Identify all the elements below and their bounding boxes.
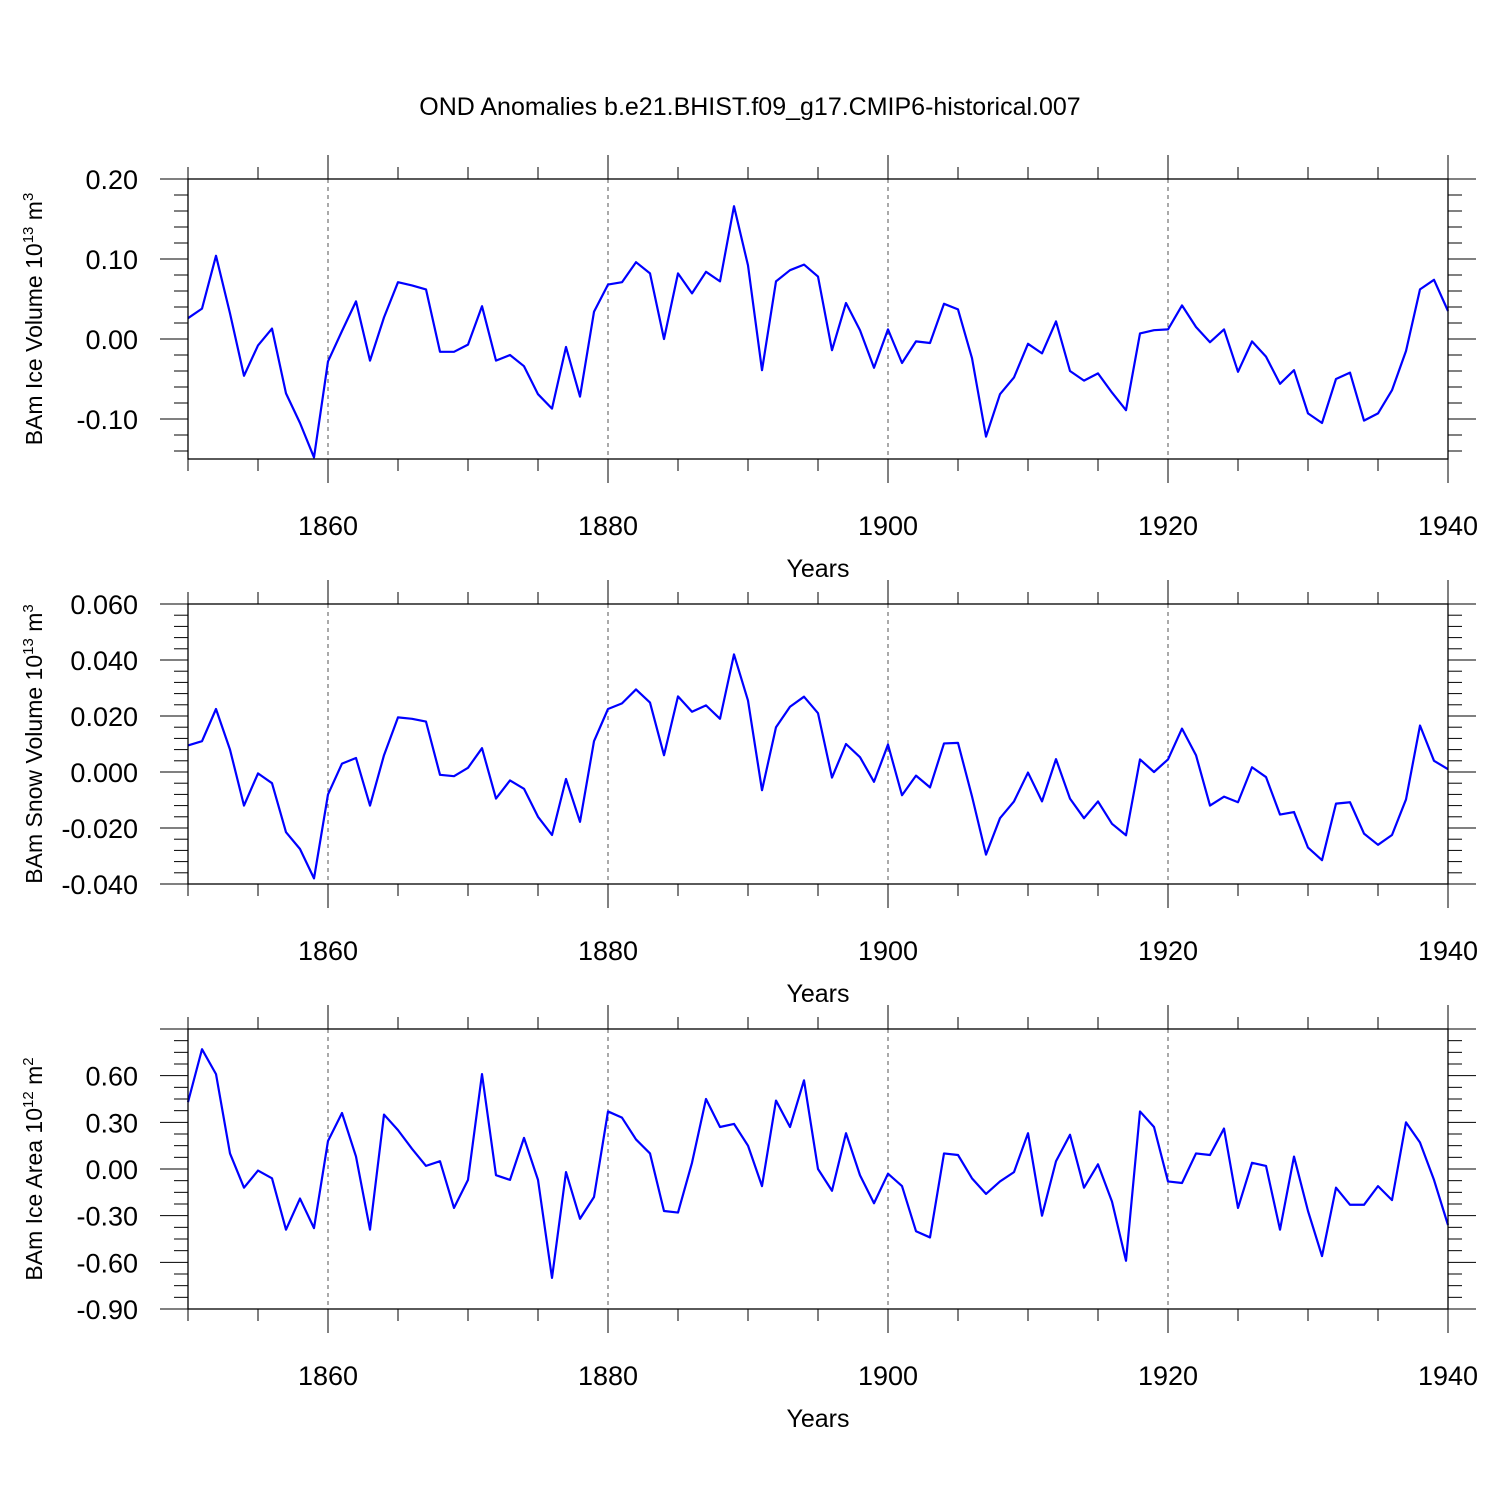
panels: -0.10 0.00 0.10 0.20 1860 1880 1900 1920 1940 Yea… — [20, 155, 1478, 1433]
y-tick-label: 0.30 — [85, 1108, 138, 1138]
chart-panel-2: -0.040 -0.020 0.000 0.020 0.040 0.060 1860 1880… — [20, 580, 1478, 1008]
y-tick-label: -0.30 — [76, 1202, 138, 1232]
plot-frame — [187, 603, 1449, 885]
x-tick-label: 1920 — [1138, 1361, 1198, 1391]
x-tick-label: 1940 — [1418, 936, 1478, 966]
y-tick-label: 0.020 — [70, 702, 138, 732]
y-tick-label: -0.90 — [76, 1295, 138, 1325]
x-tick-label: 1880 — [578, 936, 638, 966]
plot-frame — [187, 178, 1449, 460]
x-tick-label: 1920 — [1138, 511, 1198, 541]
x-tick-label: 1860 — [298, 511, 358, 541]
x-tick-label: 1860 — [298, 936, 358, 966]
figure-title: OND Anomalies b.e21.BHIST.f09_g17.CMIP6-… — [419, 93, 1080, 121]
y-axis-label-exp2: 2 — [20, 1057, 37, 1065]
y-axis-label-exp1: 13 — [20, 227, 37, 244]
y-tick-label: 0.10 — [85, 245, 138, 275]
y-tick-label: 0.60 — [85, 1062, 138, 1092]
x-tick-label: 1900 — [858, 1361, 918, 1391]
y-tick-label: -0.040 — [61, 870, 138, 900]
y-tick-label: -0.020 — [61, 814, 138, 844]
y-tick-label: 0.060 — [70, 590, 138, 620]
chart-panel-1: -0.10 0.00 0.10 0.20 1860 1880 1900 1920 1940 Yea… — [20, 155, 1478, 583]
x-tick-label: 1940 — [1418, 511, 1478, 541]
series-line — [186, 1048, 1450, 1279]
x-tick-label: 1940 — [1418, 1361, 1478, 1391]
y-tick-label: 0.00 — [85, 325, 138, 355]
y-axis-label: BAm Ice Area 1012 m2 — [20, 1057, 47, 1280]
series-line — [187, 205, 1450, 459]
y-axis-label-unit: m — [21, 1066, 47, 1092]
y-tick-label: 0.20 — [85, 165, 138, 195]
y-axis-label-base: BAm Ice Area 10 — [21, 1108, 47, 1281]
y-tick-label: 0.040 — [70, 646, 138, 676]
y-axis-label-exp2: 3 — [20, 604, 37, 612]
x-tick-label: 1900 — [858, 936, 918, 966]
chart-panel-3: -0.90 -0.60 -0.30 0.00 0.30 0.60 1860 1880 1900 1… — [20, 1005, 1478, 1433]
y-axis-label: BAm Snow Volume 1013 m3 — [20, 604, 47, 883]
x-axis-label: Years — [786, 555, 849, 583]
series-line — [187, 653, 1449, 880]
y-tick-label: 0.00 — [85, 1155, 138, 1185]
x-tick-label: 1880 — [578, 511, 638, 541]
y-axis-label-exp1: 13 — [20, 638, 37, 655]
y-axis-label-unit: m — [21, 201, 47, 227]
y-tick-label: 0.000 — [70, 758, 138, 788]
y-tick-label: -0.60 — [76, 1248, 138, 1278]
x-tick-label: 1920 — [1138, 936, 1198, 966]
y-axis-label-exp1: 12 — [20, 1091, 37, 1108]
x-tick-label: 1900 — [858, 511, 918, 541]
y-tick-label: -0.10 — [76, 405, 138, 435]
y-axis-label-exp2: 3 — [20, 193, 37, 201]
y-axis-label-base: BAm Ice Volume 10 — [21, 243, 47, 445]
plot-frame — [187, 1028, 1449, 1310]
y-axis-label: BAm Ice Volume 1013 m3 — [20, 193, 47, 446]
y-axis-label-base: BAm Snow Volume 10 — [21, 655, 47, 884]
x-tick-label: 1880 — [578, 1361, 638, 1391]
x-axis-label: Years — [786, 1405, 849, 1433]
x-tick-label: 1860 — [298, 1361, 358, 1391]
x-axis-label: Years — [786, 980, 849, 1008]
y-axis-label-unit: m — [21, 613, 47, 639]
